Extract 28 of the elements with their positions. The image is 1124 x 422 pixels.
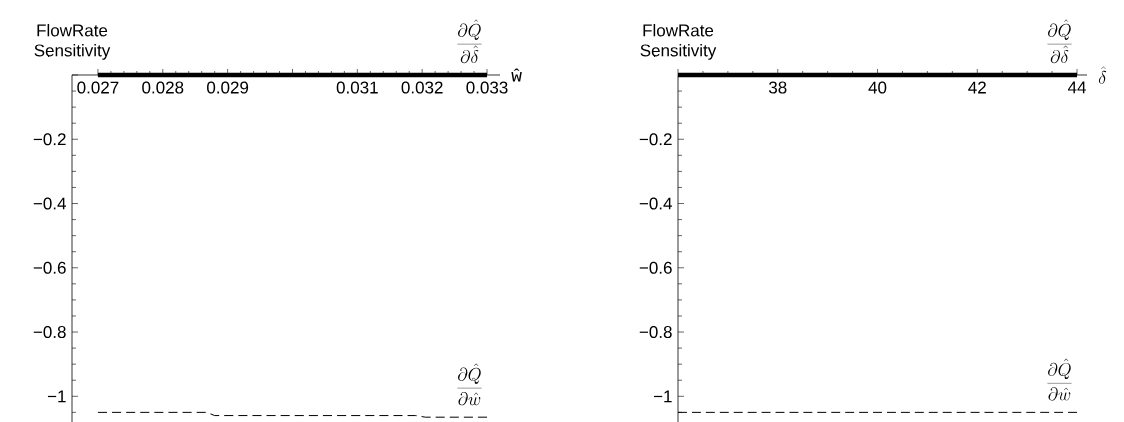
y-tick-label: −0.8	[33, 326, 66, 339]
y-tick-label: −0.2	[639, 133, 672, 146]
x-tick-label: 0.033	[466, 81, 508, 94]
series-label: $\frac{\partial\hat{Q}}{\partial\hat{\delta}}$	[1047, 19, 1072, 64]
x-tick-label: 38	[768, 81, 787, 94]
x-tick-label: 0.027	[77, 81, 119, 94]
x-tick-label: 0.028	[142, 81, 184, 94]
x-tick-label: 0.029	[207, 81, 249, 94]
x-tick-label: 0.032	[401, 81, 443, 94]
series-label: $\frac{\partial\hat{Q}}{\partial\hat{\delta}}$	[457, 19, 482, 64]
y-tick-label: −0.2	[33, 133, 66, 146]
x-axis-title: $\hat{\delta}$	[1098, 66, 1107, 84]
y-tick-label: −0.6	[33, 261, 66, 274]
series-label: $\frac{\partial\hat{Q}}{\partial\hat{w}}$	[1047, 358, 1072, 401]
series-label: $\frac{\partial\hat{Q}}{\partial\hat{w}}$	[457, 363, 482, 406]
y-axis-title: FlowRate Sensitivity	[640, 23, 717, 60]
y-tick-label: −0.4	[639, 197, 672, 210]
x-tick-label: 44	[1067, 81, 1086, 94]
x-axis-title: ŵ	[511, 68, 522, 82]
y-tick-label: −1	[653, 390, 672, 403]
y-tick-label: −0.6	[639, 261, 672, 274]
x-tick-label: 0.031	[336, 81, 378, 94]
x-tick-label: 42	[968, 81, 986, 94]
y-axis-title: FlowRate Sensitivity	[34, 23, 111, 60]
x-tick-label: 40	[868, 81, 887, 94]
y-tick-label: −0.8	[639, 326, 672, 339]
y-tick-label: −1	[47, 390, 66, 403]
y-tick-label: −0.4	[33, 197, 66, 210]
